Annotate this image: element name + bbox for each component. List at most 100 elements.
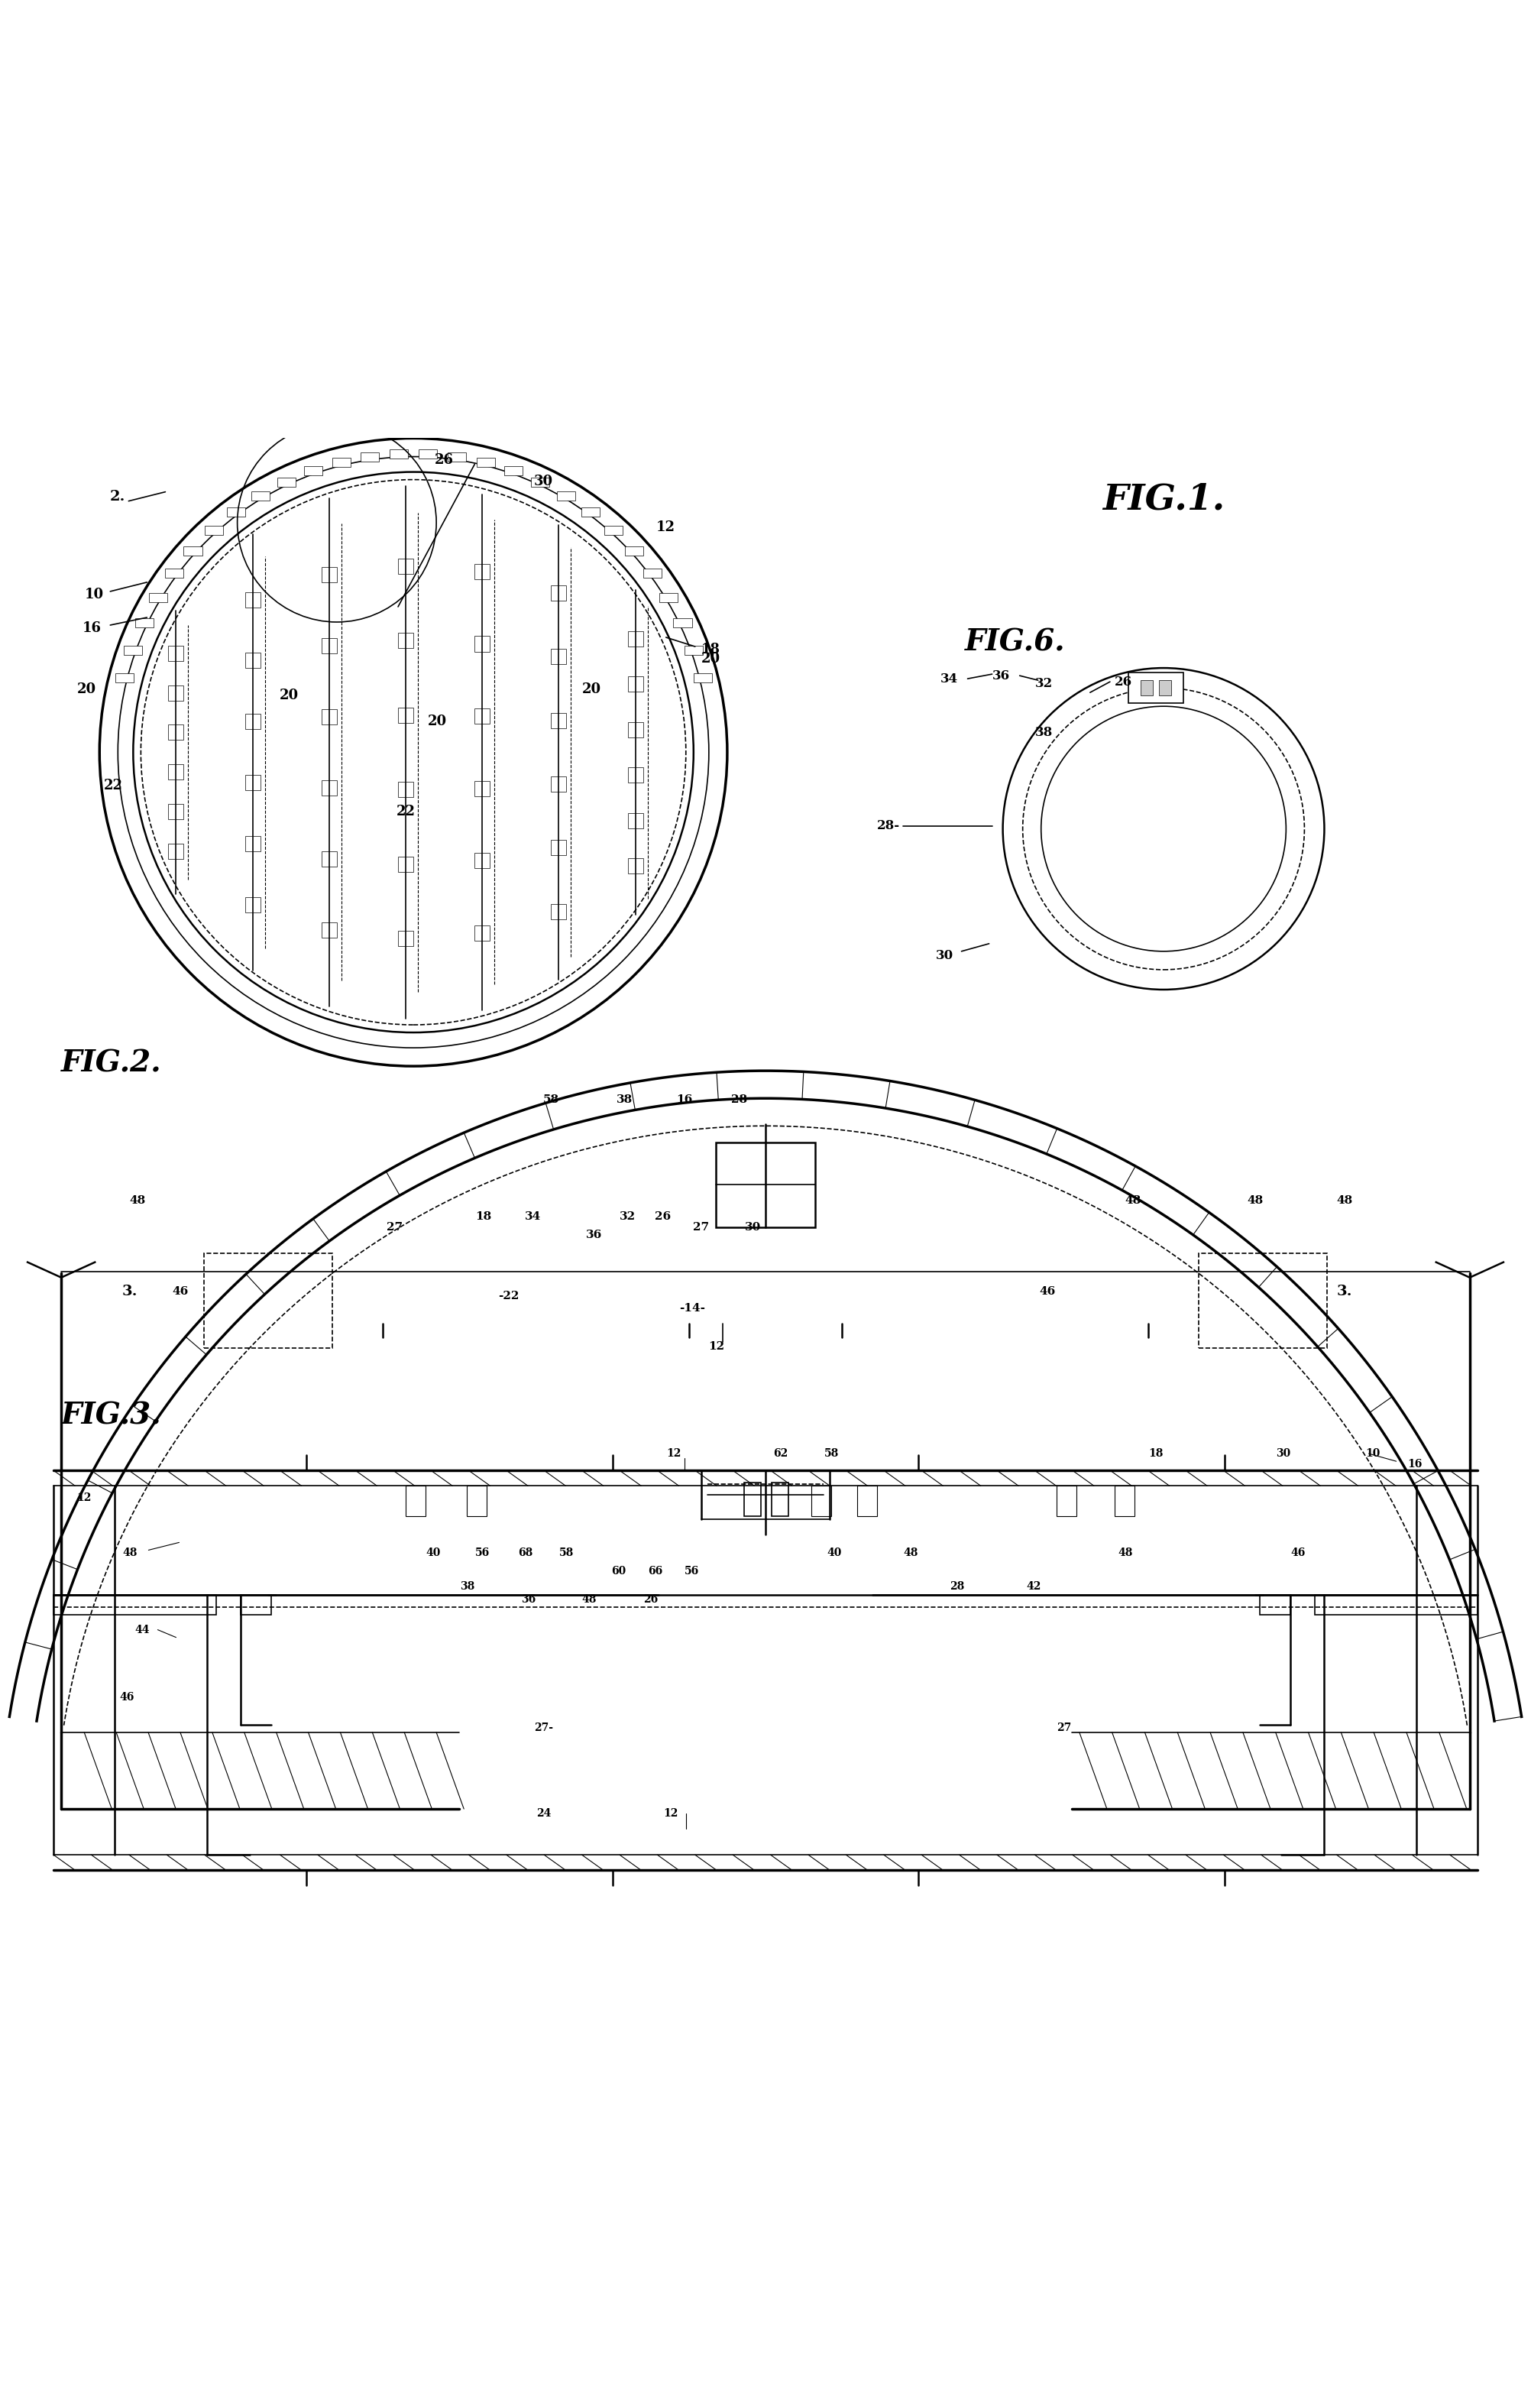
Text: 2.: 2.: [110, 489, 126, 503]
Bar: [467, 1486, 487, 1517]
FancyBboxPatch shape: [251, 491, 269, 501]
FancyBboxPatch shape: [245, 715, 260, 730]
FancyBboxPatch shape: [625, 547, 643, 556]
Text: 48: 48: [1248, 1197, 1263, 1206]
Bar: [1199, 1252, 1327, 1348]
Text: 36: 36: [521, 1594, 536, 1604]
FancyBboxPatch shape: [476, 458, 495, 467]
Text: 20: 20: [279, 689, 299, 703]
Bar: [1159, 679, 1171, 696]
FancyBboxPatch shape: [475, 636, 490, 653]
FancyBboxPatch shape: [277, 477, 295, 486]
FancyBboxPatch shape: [245, 898, 260, 913]
Text: 20: 20: [427, 715, 447, 730]
Bar: [1128, 672, 1183, 703]
Text: 48: 48: [130, 1197, 145, 1206]
Text: 20: 20: [582, 681, 602, 696]
Text: 24: 24: [536, 1808, 551, 1818]
FancyBboxPatch shape: [322, 780, 337, 795]
FancyBboxPatch shape: [475, 563, 490, 580]
Text: 46: 46: [119, 1693, 135, 1702]
Text: 16: 16: [83, 621, 101, 636]
Bar: [715, 1144, 814, 1228]
Text: 46: 46: [1291, 1548, 1306, 1558]
Bar: [54, 1594, 216, 1613]
FancyBboxPatch shape: [628, 631, 643, 645]
Text: 10: 10: [1366, 1447, 1381, 1459]
Bar: [1315, 1594, 1477, 1613]
Bar: [772, 1483, 788, 1517]
FancyBboxPatch shape: [149, 592, 167, 602]
Text: 26: 26: [435, 453, 453, 467]
Text: 34: 34: [940, 672, 958, 686]
Text: 3.: 3.: [1337, 1283, 1352, 1298]
FancyBboxPatch shape: [551, 585, 566, 600]
FancyBboxPatch shape: [531, 477, 550, 486]
FancyBboxPatch shape: [475, 852, 490, 869]
Text: 48: 48: [1337, 1197, 1352, 1206]
Text: FIG.6.: FIG.6.: [965, 628, 1066, 657]
Text: 34: 34: [525, 1211, 540, 1221]
FancyBboxPatch shape: [168, 725, 184, 739]
Text: 3.: 3.: [122, 1283, 138, 1298]
FancyBboxPatch shape: [551, 903, 566, 920]
Text: 56: 56: [684, 1565, 700, 1577]
FancyBboxPatch shape: [168, 645, 184, 660]
FancyBboxPatch shape: [628, 814, 643, 828]
Text: 28: 28: [949, 1582, 965, 1592]
Bar: [811, 1486, 831, 1517]
FancyBboxPatch shape: [643, 568, 661, 578]
Bar: [204, 1252, 332, 1348]
Bar: [744, 1483, 761, 1517]
Bar: [406, 1486, 426, 1517]
FancyBboxPatch shape: [322, 708, 337, 725]
Text: 58: 58: [824, 1447, 839, 1459]
Text: 56: 56: [475, 1548, 490, 1558]
FancyBboxPatch shape: [184, 547, 202, 556]
FancyBboxPatch shape: [168, 843, 184, 860]
FancyBboxPatch shape: [389, 450, 407, 458]
FancyBboxPatch shape: [447, 453, 465, 462]
FancyBboxPatch shape: [361, 453, 380, 462]
Bar: [240, 1594, 271, 1613]
Text: 26: 26: [643, 1594, 658, 1604]
Text: 26: 26: [1115, 674, 1133, 689]
Text: 40: 40: [426, 1548, 441, 1558]
FancyBboxPatch shape: [398, 633, 413, 648]
Text: 28: 28: [732, 1096, 747, 1105]
Text: 48: 48: [903, 1548, 919, 1558]
Text: 18: 18: [1148, 1447, 1164, 1459]
Text: 42: 42: [1026, 1582, 1041, 1592]
FancyBboxPatch shape: [684, 645, 703, 655]
Text: 32: 32: [620, 1211, 635, 1221]
FancyBboxPatch shape: [305, 467, 323, 474]
Text: 40: 40: [827, 1548, 842, 1558]
Text: 38: 38: [1035, 725, 1053, 739]
Text: 18: 18: [701, 643, 720, 657]
Text: 58: 58: [559, 1548, 574, 1558]
FancyBboxPatch shape: [628, 677, 643, 691]
Text: 20: 20: [701, 653, 721, 665]
FancyBboxPatch shape: [551, 840, 566, 855]
FancyBboxPatch shape: [168, 763, 184, 780]
Text: 30: 30: [534, 474, 553, 489]
FancyBboxPatch shape: [674, 619, 692, 628]
FancyBboxPatch shape: [205, 525, 224, 535]
Text: 60: 60: [611, 1565, 626, 1577]
Text: FIG.2.: FIG.2.: [61, 1047, 162, 1079]
Text: 44: 44: [135, 1625, 150, 1635]
FancyBboxPatch shape: [227, 508, 245, 515]
FancyBboxPatch shape: [398, 783, 413, 797]
Text: 12: 12: [77, 1493, 92, 1503]
Text: 62: 62: [773, 1447, 788, 1459]
FancyBboxPatch shape: [551, 650, 566, 665]
FancyBboxPatch shape: [475, 925, 490, 942]
Bar: [1260, 1594, 1291, 1613]
FancyBboxPatch shape: [694, 674, 712, 681]
Text: 27: 27: [694, 1221, 709, 1233]
Text: 46: 46: [173, 1286, 188, 1296]
Bar: [1141, 679, 1153, 696]
Text: 38: 38: [459, 1582, 475, 1592]
FancyBboxPatch shape: [582, 508, 600, 515]
Text: 48: 48: [582, 1594, 597, 1604]
